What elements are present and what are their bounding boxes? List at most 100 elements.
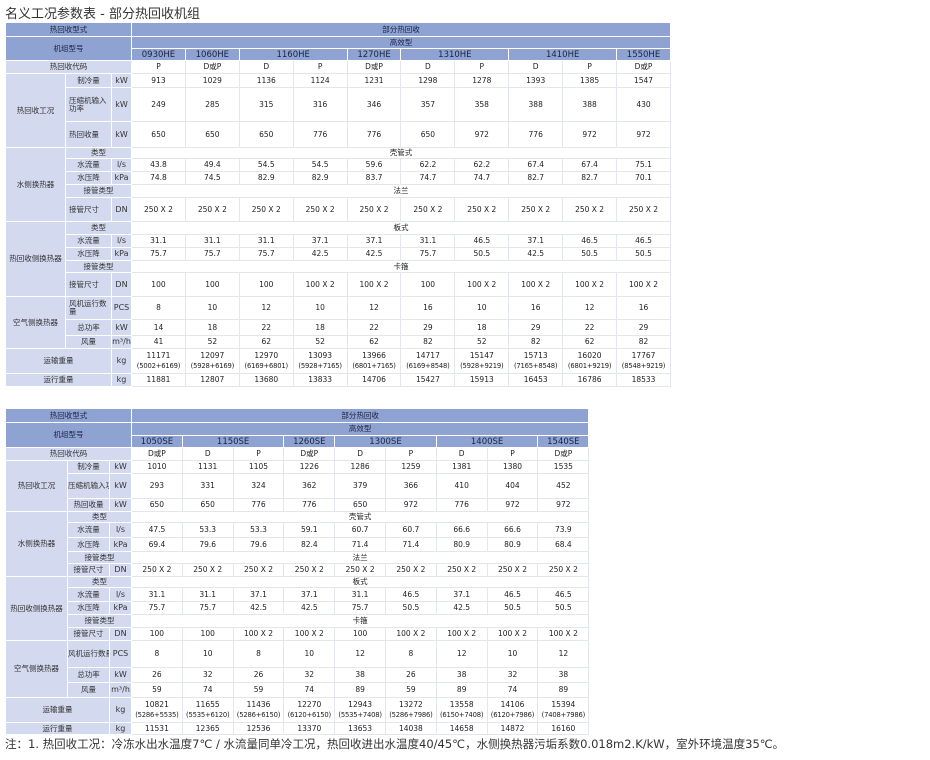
value-cell: 250 X 2 bbox=[537, 563, 590, 577]
code-cell: P bbox=[292, 60, 348, 74]
value-cell: 89 bbox=[537, 682, 590, 698]
unit-label: l/s bbox=[110, 158, 133, 172]
weight-cell: 12970 (6169+6801) bbox=[238, 348, 294, 374]
weight-value: 14106 bbox=[500, 700, 525, 709]
table-row: 热回收量 kW 650 650 776 776 650 972 776 972 972 bbox=[6, 498, 590, 512]
value-cell: 388 bbox=[562, 87, 618, 122]
unit-label: kg bbox=[110, 373, 133, 387]
value-cell: 29 bbox=[508, 319, 564, 336]
weight-breakdown: (6120+6150) bbox=[287, 711, 332, 719]
table-row: 热回收工况 制冷量 kW 913 1029 1136 1124 1231 1298 1278 139… bbox=[5, 73, 671, 148]
series-label: 高效型 bbox=[131, 36, 671, 49]
weight-value: 11655 bbox=[195, 700, 220, 709]
model-header: 1050SE bbox=[131, 435, 183, 448]
value-cell: 42.5 bbox=[508, 247, 564, 261]
weight-value: 11881 bbox=[146, 375, 171, 384]
value-cell: 62.2 bbox=[454, 158, 510, 172]
model-header: 1300SE bbox=[334, 435, 437, 448]
table-row: 风量 m³/h 41 52 62 52 62 82 52 82 62 82 bbox=[6, 335, 671, 349]
weight-value: 15713 bbox=[523, 351, 548, 360]
value-cell: 37.1 bbox=[508, 234, 564, 248]
value-cell: 83.7 bbox=[346, 171, 402, 185]
value-cell: 100 X 2 bbox=[454, 272, 510, 297]
value-cell: 1286 bbox=[334, 460, 386, 474]
value-cell: 357 bbox=[400, 87, 456, 122]
table-row: 热回收工况 制冷量 kW 1010 1131 1105 1226 1286 1259 1381 13… bbox=[5, 460, 590, 512]
table-row: 总功率 kW 26 32 26 32 38 26 38 32 38 bbox=[6, 667, 590, 683]
value-cell: 18 bbox=[292, 319, 348, 336]
value-cell: 22 bbox=[346, 319, 402, 336]
value-cell: 32 bbox=[486, 667, 539, 683]
model-header: 1550HE bbox=[616, 48, 671, 61]
weight-value: 12365 bbox=[195, 723, 220, 733]
row-label: 接管尺寸 bbox=[67, 627, 110, 641]
value-cell: 29 bbox=[616, 319, 671, 336]
weight-value: 14038 bbox=[398, 723, 423, 733]
weight-value: 15913 bbox=[469, 375, 494, 384]
weight-cell: 13272 (5286+7986) bbox=[385, 697, 437, 723]
value-cell: 430 bbox=[616, 87, 671, 122]
weight-breakdown: (5286+5535) bbox=[135, 711, 179, 719]
weight-breakdown: (5928+6169) bbox=[190, 362, 235, 370]
code-cell: P bbox=[131, 60, 186, 74]
value-cell: 100 X 2 bbox=[486, 627, 539, 641]
code-cell: D bbox=[238, 60, 294, 74]
value-cell: 650 bbox=[184, 121, 240, 148]
value-cell: 100 X 2 bbox=[435, 627, 488, 641]
weight-value: 12943 bbox=[348, 700, 373, 709]
value-cell: 74 bbox=[486, 682, 539, 698]
value-cell: 46.5 bbox=[537, 587, 590, 602]
row-label: 风机运行数量 bbox=[65, 296, 112, 320]
value-cell: 1029 bbox=[184, 73, 240, 88]
value-cell: 250 X 2 bbox=[346, 197, 402, 222]
value-cell: 776 bbox=[435, 498, 488, 512]
value-cell: 250 X 2 bbox=[232, 563, 285, 577]
row-label: 风量 bbox=[67, 682, 110, 698]
code-cell: D或P bbox=[616, 60, 671, 74]
unit-label: l/s bbox=[108, 587, 133, 602]
value-cell: 1124 bbox=[292, 73, 348, 88]
table-row: 热回收侧换热器 类型 板式 bbox=[5, 221, 671, 297]
code-cell: D bbox=[181, 447, 234, 461]
value-cell: 59 bbox=[131, 682, 183, 698]
weight-cell: 15394 (7408+7986) bbox=[537, 697, 590, 723]
value-cell: 79.6 bbox=[232, 537, 285, 552]
value-cell: 10 bbox=[292, 296, 348, 320]
value-cell: 50.5 bbox=[385, 601, 437, 615]
value-cell: 82 bbox=[508, 335, 564, 349]
value-cell: 100 X 2 bbox=[562, 272, 618, 297]
value-cell: 54.5 bbox=[292, 158, 348, 172]
table-row: 热回收代码 D或P D P D或P D P D P D或P bbox=[4, 447, 590, 461]
unit-label: DN bbox=[108, 563, 133, 577]
value-cell: 8 bbox=[232, 640, 285, 668]
value-cell: 60.7 bbox=[334, 522, 386, 538]
table-row: 空气侧换热器 风机运行数量 PCS 8 10 12 10 12 16 10 16 12 16 bbox=[5, 296, 671, 349]
value-cell: 388 bbox=[508, 87, 564, 122]
weight-value: 12097 bbox=[200, 351, 225, 360]
value-cell: 776 bbox=[346, 121, 402, 148]
value-cell: 776 bbox=[292, 121, 348, 148]
weight-cell: 16786 bbox=[562, 373, 618, 387]
value-cell: 52 bbox=[292, 335, 348, 349]
value-cell: 16 bbox=[400, 296, 456, 320]
model-header: 1410HE bbox=[508, 48, 618, 61]
value-cell: 250 X 2 bbox=[486, 563, 539, 577]
unit-label: PCS bbox=[110, 296, 133, 320]
value-cell: 70.1 bbox=[616, 171, 671, 185]
row-label: 接管尺寸 bbox=[65, 272, 112, 297]
value-cell: 1259 bbox=[385, 460, 437, 474]
value-cell: 75.7 bbox=[181, 601, 234, 615]
unit-label: PCS bbox=[108, 640, 133, 668]
unit-label: l/s bbox=[110, 234, 133, 248]
row-label: 风量 bbox=[65, 335, 112, 349]
weight-cell: 12536 bbox=[232, 722, 285, 735]
weight-cell: 14106 (6120+7986) bbox=[486, 697, 539, 723]
value-cell: 12 bbox=[537, 640, 590, 668]
row-label: 水压降 bbox=[65, 247, 112, 261]
value-cell: 74.5 bbox=[184, 171, 240, 185]
value-cell: 75.7 bbox=[238, 247, 294, 261]
row-label: 热回收量 bbox=[67, 498, 110, 512]
code-cell: P bbox=[454, 60, 510, 74]
value-cell: 331 bbox=[181, 473, 234, 499]
row-label: 水压降 bbox=[65, 171, 112, 185]
